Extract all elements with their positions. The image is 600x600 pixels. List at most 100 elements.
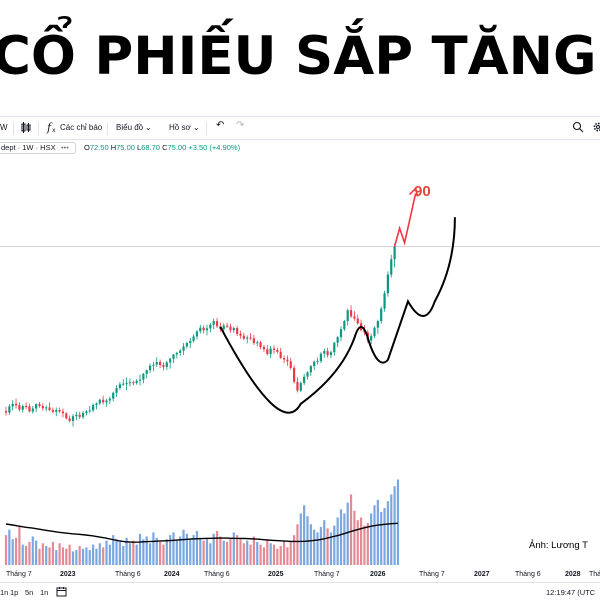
volume-bar — [373, 505, 376, 565]
gear-icon[interactable] — [592, 121, 600, 136]
search-icon[interactable] — [572, 121, 584, 136]
candle-body — [88, 410, 91, 412]
candle-body — [199, 327, 202, 332]
candle-body — [169, 358, 172, 363]
volume-bar — [226, 541, 229, 565]
undo-icon[interactable]: ↶ — [216, 120, 225, 131]
volume-bar — [61, 547, 65, 565]
volume-bar — [71, 551, 75, 565]
candle-body — [316, 360, 319, 362]
volume-bar — [272, 544, 276, 565]
candle-body — [313, 361, 316, 367]
volume-bar — [98, 543, 101, 565]
volume-bar — [336, 517, 339, 565]
candle-body — [259, 342, 262, 348]
candle-body — [339, 329, 343, 338]
candle-body — [51, 410, 54, 412]
range-button[interactable]: 1p — [10, 588, 19, 597]
volume-bar — [390, 494, 393, 565]
candle-body — [229, 326, 232, 331]
volume-moving-average-line — [5, 522, 398, 543]
volume-bar — [249, 544, 252, 565]
target-arrow-line — [393, 193, 417, 247]
candle-body — [179, 350, 182, 353]
candle-body — [209, 324, 212, 329]
volume-bar — [28, 541, 31, 565]
chevron-down-icon[interactable]: ⌄ — [145, 123, 152, 132]
candle-body — [142, 373, 145, 380]
candle-body — [185, 343, 188, 347]
volume-bar — [48, 547, 51, 565]
volume-bar — [279, 546, 282, 565]
volume-bar — [269, 543, 272, 565]
volume-bar — [282, 540, 286, 565]
interval-button[interactable]: W — [0, 123, 8, 132]
candle-body — [112, 392, 115, 399]
volume-bar — [152, 532, 155, 565]
volume-bar — [95, 548, 98, 565]
candle-body — [48, 407, 51, 410]
volume-bar — [202, 540, 205, 565]
clock-readout: 12:19:47 (UTC — [546, 588, 596, 597]
candles-icon[interactable] — [20, 121, 32, 137]
volume-bar — [195, 531, 199, 565]
target-price-label: 90 — [414, 183, 431, 200]
candle-body — [25, 405, 28, 407]
volume-bar — [35, 540, 38, 565]
candle-body — [393, 246, 396, 260]
volume-bar — [8, 529, 11, 565]
candle-body — [128, 382, 132, 384]
volume-bar — [349, 494, 353, 565]
volume-bar — [209, 543, 212, 565]
candle-body — [343, 321, 346, 330]
candle-body — [239, 333, 242, 336]
candle-body — [58, 410, 61, 412]
candle-body — [61, 411, 65, 414]
candle-body — [172, 354, 175, 359]
range-button[interactable]: 1n — [0, 588, 9, 597]
time-axis-label: Tháng 6 — [589, 571, 600, 578]
photo-credit: Ảnh: Lương T — [529, 540, 588, 551]
chart-type-button[interactable]: Biểu đồ — [116, 123, 144, 132]
volume-bar — [323, 520, 326, 565]
volume-bar — [343, 513, 346, 565]
range-button[interactable]: 1n — [40, 588, 49, 597]
candle-body — [152, 364, 155, 366]
open-value: 72.50 — [89, 143, 109, 152]
volume-bar — [172, 532, 175, 565]
calendar-icon[interactable] — [56, 586, 67, 599]
bottom-bar: 1n 1p 5n 1n 12:19:47 (UTC — [0, 582, 600, 600]
volume-bar — [313, 529, 316, 565]
volume-bar — [138, 533, 142, 565]
volume-bar — [232, 532, 235, 565]
candle-body — [162, 365, 165, 367]
headline-banner: CỔ PHIẾU SẮP TĂNG — [0, 0, 600, 114]
time-axis: Tháng 7 2023 Tháng 6 2024 Tháng 6 2025 Tháng 7… — [0, 568, 600, 582]
candle-body — [132, 382, 135, 384]
candle-body — [383, 293, 386, 309]
candle-body — [78, 414, 81, 417]
candle-body — [135, 380, 138, 383]
indicators-button[interactable]: Các chỉ báo — [60, 123, 103, 132]
candle-body — [266, 349, 269, 355]
volume-bar — [339, 509, 343, 565]
candle-body — [195, 331, 199, 337]
candle-body — [102, 399, 105, 403]
chevron-down-icon[interactable]: ⌄ — [193, 123, 200, 132]
price-chart[interactable] — [0, 155, 600, 568]
time-axis-label: 2023 — [60, 571, 76, 578]
candle-body — [21, 405, 24, 410]
profile-button[interactable]: Hồ sơ — [169, 123, 191, 132]
volume-bar — [162, 544, 165, 565]
candle-body — [226, 325, 229, 327]
candle-body — [296, 381, 299, 391]
time-axis-label: 2024 — [164, 571, 180, 578]
more-options-icon[interactable]: ••• — [61, 143, 69, 152]
symbol-selector[interactable]: dept · 1W · HSX ••• — [0, 142, 76, 154]
redo-icon[interactable]: ↷ — [236, 120, 245, 131]
volume-bar — [242, 543, 245, 565]
volume-bar — [159, 541, 162, 565]
volume-bar — [142, 539, 145, 565]
range-button[interactable]: 5n — [25, 588, 34, 597]
